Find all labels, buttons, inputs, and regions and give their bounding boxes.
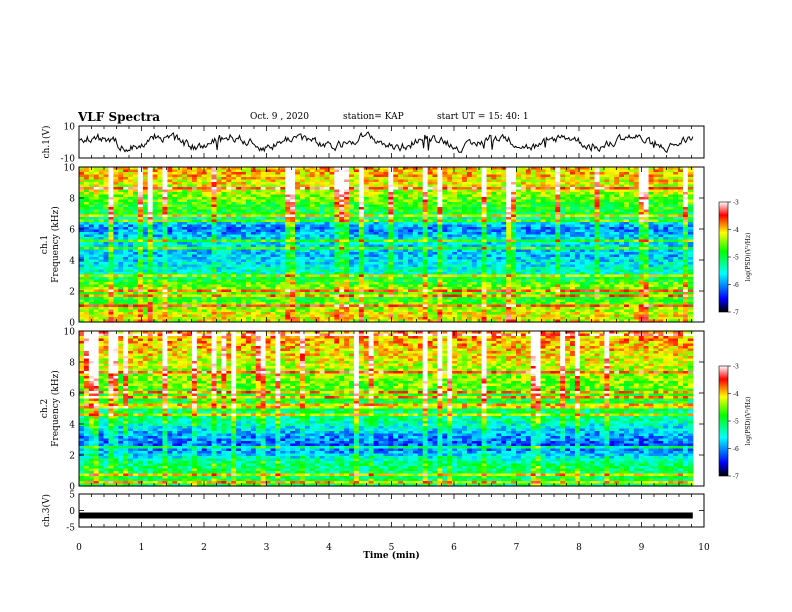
- ytick-label: 10: [64, 123, 76, 133]
- ytick-label: -5: [66, 524, 75, 534]
- xtick-label: 3: [264, 543, 270, 553]
- colorbar-ch1: [718, 201, 729, 313]
- colorbar-tick-label: -3: [733, 364, 739, 371]
- colorbar-tick-label: -4: [733, 391, 739, 398]
- xtick-label: 2: [201, 543, 207, 553]
- xtick-label: 7: [514, 543, 520, 553]
- xtick-label: 4: [326, 543, 332, 553]
- station-label: station= KAP: [343, 112, 404, 122]
- ch2-spectro-ylabel-2: Frequency (kHz): [50, 370, 61, 447]
- ch1-spectro-ylabel-2: Frequency (kHz): [50, 206, 61, 283]
- ytick-label: 0: [69, 507, 75, 517]
- ytick-label: 0: [69, 483, 75, 493]
- xtick-label: 8: [576, 543, 582, 553]
- ytick-label: 8: [69, 359, 75, 369]
- ytick-label: 6: [69, 226, 75, 236]
- ch1-spectro-ylabel-1: ch.1: [40, 235, 50, 254]
- ytick-label: 10: [64, 328, 76, 338]
- colorbar-tick-label: -5: [733, 255, 739, 262]
- xtick-label: 0: [76, 543, 82, 553]
- xtick-label: 6: [451, 543, 457, 553]
- colorbar-ch2: [718, 365, 729, 477]
- ytick-label: 4: [69, 257, 75, 267]
- figure-title: VLF Spectra: [78, 110, 161, 124]
- ch2-spectro-ylabel-1: ch.2: [40, 399, 50, 418]
- colorbar-tick-label: -6: [733, 282, 739, 289]
- colorbar-tick-label: -7: [733, 474, 739, 481]
- spectrogram-ch2: [79, 331, 694, 487]
- ytick-label: 5: [69, 491, 75, 501]
- ytick-label: 2: [69, 288, 75, 298]
- ch3-waveform-line: [79, 512, 693, 519]
- ytick-label: 8: [69, 195, 75, 205]
- spectrogram-ch1: [79, 167, 694, 323]
- start-time-label: start UT = 15: 40: 1: [437, 112, 529, 122]
- colorbar-tick-label: -7: [733, 310, 739, 317]
- ytick-label: 6: [69, 390, 75, 400]
- colorbar-tick-label: -4: [733, 227, 739, 234]
- date-label: Oct. 9 , 2020: [250, 112, 309, 122]
- xtick-label: 5: [389, 543, 395, 553]
- ytick-label: 0: [69, 319, 75, 329]
- colorbar-label: log(PSD)(V²/Hz): [745, 397, 752, 446]
- colorbar-tick-label: -5: [733, 419, 739, 426]
- ch1-waveform-line: [78, 131, 694, 154]
- ytick-label: 10: [64, 164, 76, 174]
- ytick-label: -10: [61, 155, 76, 165]
- ch1-ylabel: ch.1(V): [41, 126, 52, 159]
- ch3-ylabel: ch.3(V): [41, 494, 52, 527]
- colorbar-tick-label: -6: [733, 446, 739, 453]
- ytick-label: 2: [69, 452, 75, 462]
- colorbar-label: log(PSD)(V²/Hz): [745, 233, 752, 282]
- xtick-label: 9: [639, 543, 645, 553]
- ytick-label: 4: [69, 421, 75, 431]
- xtick-label: 1: [139, 543, 145, 553]
- xtick-label: 10: [698, 543, 710, 553]
- x-axis-title: Time (min): [363, 550, 420, 561]
- colorbar-tick-label: -3: [733, 200, 739, 207]
